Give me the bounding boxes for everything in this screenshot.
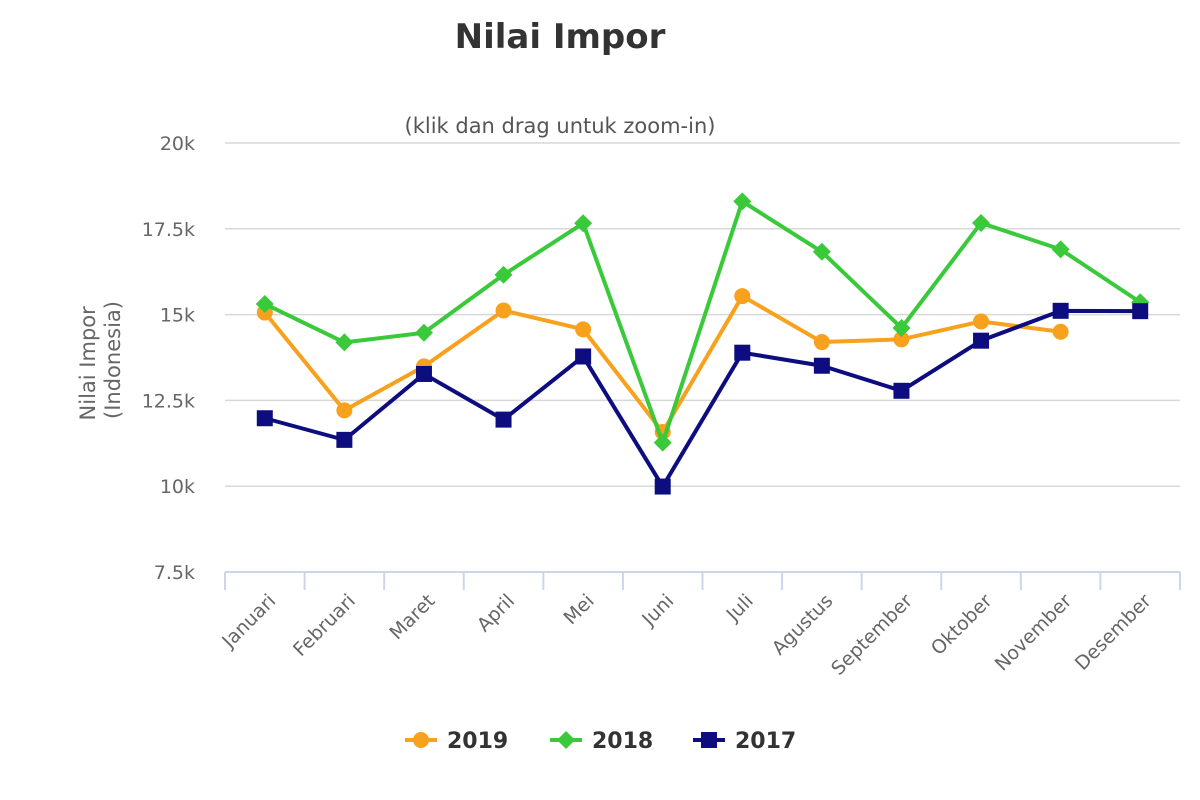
data-point-2018-februari[interactable] (335, 333, 354, 352)
y-tick-label: 20k (160, 133, 195, 155)
legend-symbol-circle (413, 732, 429, 748)
chart-subtitle: (klik dan drag untuk zoom-in) (405, 114, 716, 138)
data-point-2018-september[interactable] (892, 318, 911, 337)
x-tick-label: September (827, 590, 917, 680)
data-point-2019-februari[interactable] (336, 402, 353, 419)
data-point-2017-maret[interactable] (415, 365, 432, 382)
legend-label: 2019 (447, 729, 508, 754)
data-point-2017-juni[interactable] (654, 478, 671, 495)
x-tick-label: Januari (217, 590, 280, 653)
x-tick-label: April (473, 590, 519, 636)
data-point-2017-november[interactable] (1052, 302, 1069, 319)
data-point-2019-agustus[interactable] (813, 334, 830, 351)
data-point-2017-agustus[interactable] (813, 357, 830, 374)
data-point-2019-oktober[interactable] (973, 313, 990, 330)
series-line-2017 (262, 308, 1143, 489)
data-point-2017-januari[interactable] (256, 410, 273, 427)
series-2017[interactable] (256, 302, 1149, 495)
data-point-2017-februari[interactable] (336, 431, 353, 448)
y-tick-label: 15k (160, 305, 195, 327)
data-point-2018-januari[interactable] (255, 294, 274, 313)
y-tick-label: 17.5k (142, 219, 195, 241)
x-tick-label: Desember (1071, 590, 1156, 675)
legend-item-2019[interactable]: 2019 (405, 729, 508, 754)
legend[interactable]: 2019 2018 2017 (405, 729, 796, 754)
y-axis-label-line-1: Nilai Impor (76, 306, 100, 421)
data-point-2017-juli[interactable] (734, 344, 751, 361)
x-tick-label: Maret (385, 590, 439, 644)
data-point-2019-september[interactable] (893, 331, 910, 348)
data-point-2018-mei[interactable] (574, 214, 593, 233)
legend-item-2018[interactable]: 2018 (550, 729, 653, 754)
data-point-2019-juli[interactable] (734, 288, 751, 305)
data-point-2017-mei[interactable] (575, 348, 592, 365)
y-tick-label: 7.5k (154, 562, 195, 584)
data-point-2019-november[interactable] (1052, 323, 1069, 340)
legend-symbol-square (701, 732, 717, 748)
legend-label: 2018 (592, 729, 653, 754)
legend-label: 2017 (735, 729, 796, 754)
series-group (255, 192, 1150, 495)
data-point-2018-maret[interactable] (414, 323, 433, 342)
x-tick-label: Oktober (927, 590, 997, 660)
y-tick-label: 10k (160, 476, 195, 498)
data-point-2018-november[interactable] (1051, 240, 1070, 259)
data-point-2018-april[interactable] (494, 265, 513, 284)
legend-symbol-diamond (557, 731, 575, 749)
data-point-2018-juli[interactable] (733, 192, 752, 211)
x-tick-label: Februari (289, 590, 360, 661)
x-axis: Januari Februari Maret April Mei Juni Juli Agus… (217, 571, 1181, 680)
series-line-2018 (262, 199, 1143, 445)
series-2018[interactable] (255, 192, 1150, 452)
data-point-2017-oktober[interactable] (973, 332, 990, 349)
x-tick-label: Juni (637, 590, 678, 631)
data-point-2017-april[interactable] (495, 411, 512, 428)
data-point-2019-april[interactable] (495, 302, 512, 319)
y-axis: 7.5k 10k 12.5k 15k 17.5k 20k (142, 133, 195, 584)
y-axis-label-line-2: (Indonesia) (101, 301, 125, 419)
data-point-2019-mei[interactable] (575, 321, 592, 338)
x-tick-label: Juli (722, 590, 758, 626)
data-point-2018-juni[interactable] (653, 433, 672, 452)
data-point-2017-september[interactable] (893, 382, 910, 399)
data-point-2018-oktober[interactable] (972, 213, 991, 232)
data-point-2017-desember[interactable] (1132, 303, 1149, 320)
y-axis-label: Nilai Impor (Indonesia) (76, 300, 125, 421)
x-tick-label: November (991, 590, 1077, 676)
chart-title: Nilai Impor (455, 17, 666, 57)
grid (225, 142, 1180, 487)
x-tick-label: Mei (560, 590, 599, 629)
legend-item-2017[interactable]: 2017 (693, 729, 796, 754)
y-tick-label: 12.5k (142, 390, 195, 412)
data-point-2018-agustus[interactable] (812, 242, 831, 261)
x-tick-label: Agustus (768, 590, 838, 660)
